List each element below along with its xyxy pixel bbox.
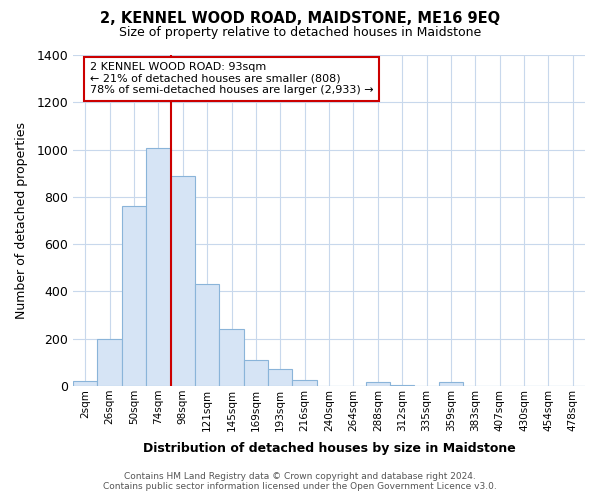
Bar (268, 370, 292, 386)
Text: 2, KENNEL WOOD ROAD, MAIDSTONE, ME16 9EQ: 2, KENNEL WOOD ROAD, MAIDSTONE, ME16 9EQ (100, 11, 500, 26)
Bar (170, 176, 195, 386)
Bar (390, 385, 415, 386)
Text: Size of property relative to detached houses in Maidstone: Size of property relative to detached ho… (119, 26, 481, 39)
Bar (365, 382, 390, 386)
Bar (97, 338, 122, 386)
Text: Contains HM Land Registry data © Crown copyright and database right 2024.
Contai: Contains HM Land Registry data © Crown c… (103, 472, 497, 491)
Bar (292, 380, 317, 386)
Bar (73, 382, 97, 386)
Bar (146, 148, 170, 386)
Bar (439, 382, 463, 386)
Text: 2 KENNEL WOOD ROAD: 93sqm
← 21% of detached houses are smaller (808)
78% of semi: 2 KENNEL WOOD ROAD: 93sqm ← 21% of detac… (89, 62, 373, 96)
Bar (195, 284, 220, 386)
Bar (122, 206, 146, 386)
Y-axis label: Number of detached properties: Number of detached properties (15, 122, 28, 319)
Bar (220, 329, 244, 386)
X-axis label: Distribution of detached houses by size in Maidstone: Distribution of detached houses by size … (143, 442, 515, 455)
Bar (244, 360, 268, 386)
